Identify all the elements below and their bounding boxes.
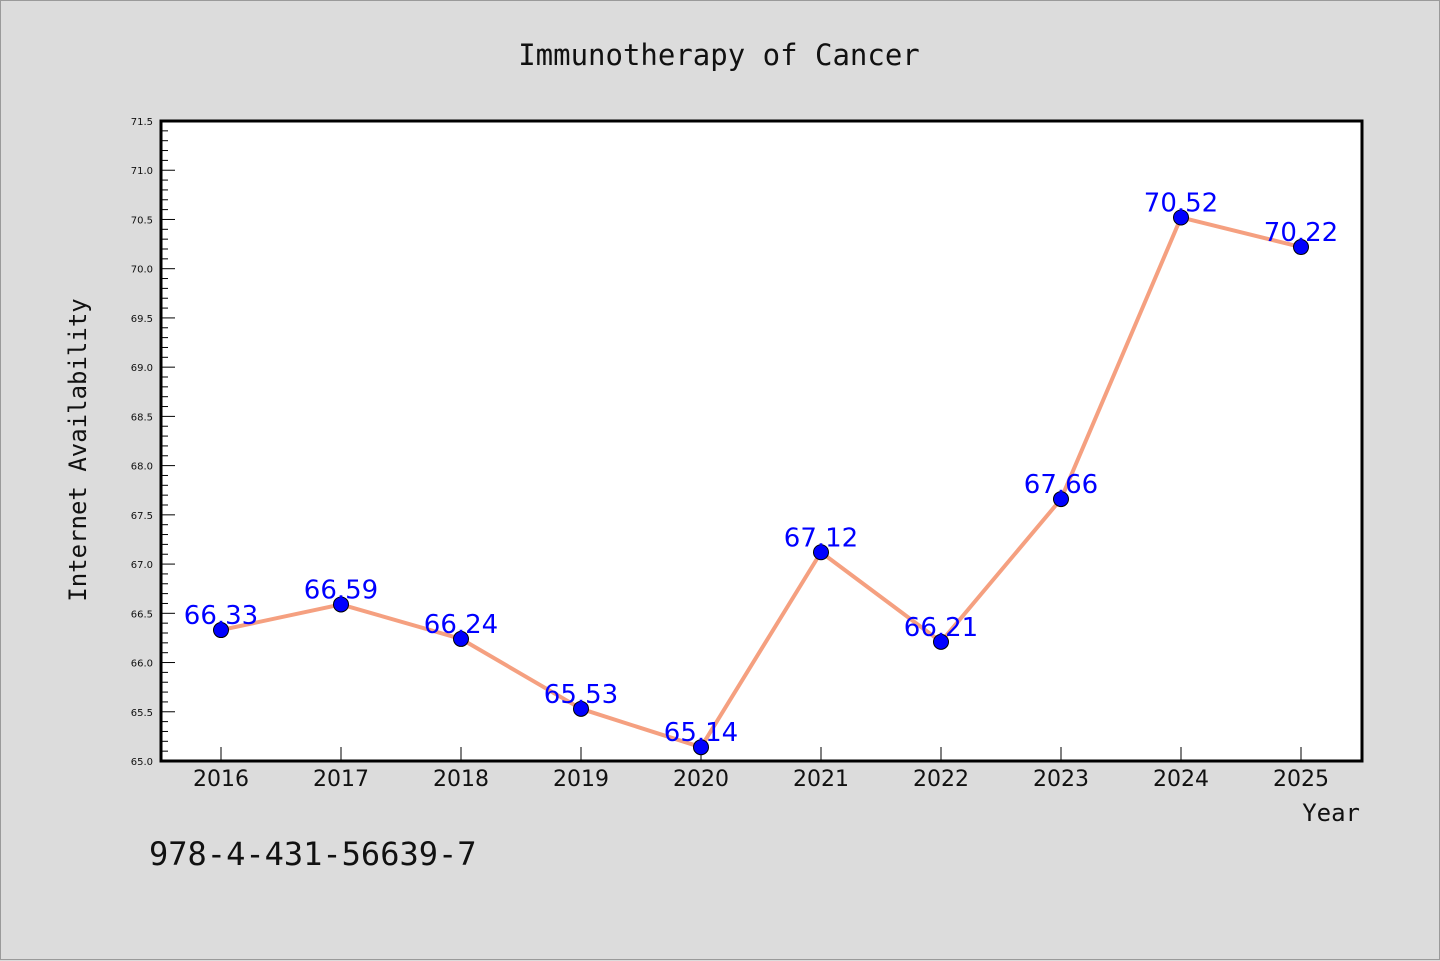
y-tick-label: 65.5 bbox=[131, 708, 153, 719]
y-tick-label: 70.5 bbox=[131, 215, 153, 226]
x-tick-label: 2016 bbox=[193, 767, 249, 792]
x-tick-label: 2025 bbox=[1273, 767, 1329, 792]
data-label: 65.14 bbox=[664, 718, 738, 748]
data-label-group: 66.33 66.59 66.24 65.53 65.14 67.12 66.21 67.66… bbox=[184, 188, 1338, 748]
x-axis: 2016 2017 2018 2019 2020 2021 2022 2023 2024 2025 bbox=[193, 747, 1329, 792]
x-tick-label: 2021 bbox=[793, 767, 849, 792]
y-tick-label: 66.5 bbox=[131, 609, 153, 620]
x-axis-label: Year bbox=[1302, 799, 1360, 827]
y-tick-label: 68.5 bbox=[131, 412, 153, 423]
x-tick-label: 2024 bbox=[1153, 767, 1209, 792]
y-tick-label: 67.0 bbox=[131, 560, 153, 571]
data-point bbox=[453, 630, 469, 647]
x-tick-label: 2018 bbox=[433, 767, 489, 792]
y-tick-label: 66.0 bbox=[131, 659, 153, 670]
data-point bbox=[213, 622, 229, 639]
data-label: 66.21 bbox=[904, 613, 978, 643]
y-tick-label: 65.0 bbox=[131, 757, 153, 768]
y-axis: 65.0 65.5 66.0 66.5 67.0 67.5 68.0 68.5 69.0 69.5… bbox=[131, 117, 175, 768]
x-tick-label: 2020 bbox=[673, 767, 729, 792]
x-tick-label: 2017 bbox=[313, 767, 369, 792]
plot-area bbox=[159, 119, 1364, 763]
data-label: 66.24 bbox=[424, 610, 498, 640]
data-label: 67.66 bbox=[1024, 470, 1098, 500]
data-point bbox=[933, 633, 949, 650]
data-label: 67.12 bbox=[784, 523, 858, 553]
data-label: 65.53 bbox=[544, 680, 618, 710]
y-tick-label: 70.0 bbox=[131, 265, 153, 276]
chart-title: Immunotherapy of Cancer bbox=[518, 38, 920, 72]
y-tick-label: 68.0 bbox=[131, 462, 153, 473]
y-tick-label: 71.0 bbox=[131, 166, 153, 177]
y-tick-label: 69.5 bbox=[131, 314, 153, 325]
data-point bbox=[333, 596, 349, 613]
data-label: 70.22 bbox=[1264, 218, 1338, 248]
series-group bbox=[213, 209, 1309, 756]
data-label: 66.33 bbox=[184, 601, 258, 631]
series-line bbox=[219, 215, 1303, 750]
isbn-text: 978-4-431-56639-7 bbox=[149, 835, 477, 873]
data-point bbox=[1053, 491, 1069, 508]
data-point bbox=[1293, 239, 1309, 256]
x-tick-label: 2019 bbox=[553, 767, 609, 792]
y-tick-label: 67.5 bbox=[131, 511, 153, 522]
data-point bbox=[693, 739, 709, 756]
data-point bbox=[813, 544, 829, 561]
y-tick-label: 71.5 bbox=[131, 117, 153, 128]
x-tick-label: 2023 bbox=[1033, 767, 1089, 792]
x-tick-label: 2022 bbox=[913, 767, 969, 792]
data-label: 70.52 bbox=[1144, 188, 1218, 218]
data-label: 66.59 bbox=[304, 575, 378, 605]
data-point bbox=[573, 700, 589, 717]
y-axis-label: Internet Availability bbox=[64, 298, 92, 601]
data-point bbox=[1173, 209, 1189, 226]
y-tick-label: 69.0 bbox=[131, 363, 153, 374]
